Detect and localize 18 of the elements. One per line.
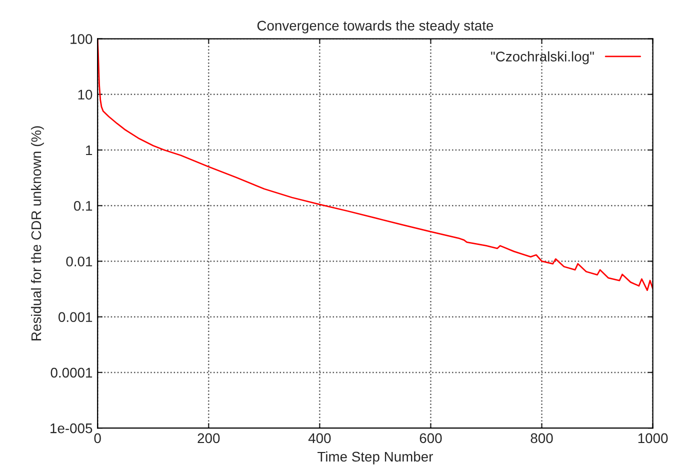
x-axis-title: Time Step Number	[318, 451, 433, 464]
y-tick-label: 1e-005	[50, 423, 92, 434]
x-tick-label: 0	[94, 433, 101, 444]
y-tick-label: 1	[86, 145, 92, 156]
chart-title: Convergence towards the steady state	[257, 20, 494, 34]
y-tick-label: 10	[78, 90, 92, 100]
x-tick-label: 600	[420, 433, 442, 444]
y-tick-label: 0.0001	[50, 368, 92, 378]
y-tick-label: 0.01	[66, 256, 92, 266]
legend-label: "Czochralski.log"	[491, 51, 594, 64]
y-tick-label: 0.1	[74, 200, 92, 211]
x-tick-label: 400	[308, 433, 331, 444]
x-tick-label: 800	[530, 433, 553, 444]
y-tick-label: 100	[70, 34, 92, 44]
y-axis-title: Residual for the CDR unknown (%)	[30, 126, 44, 340]
y-tick-label: 0.001	[58, 312, 92, 322]
x-tick-label: 1000	[638, 433, 668, 444]
x-tick-label: 200	[198, 433, 220, 444]
